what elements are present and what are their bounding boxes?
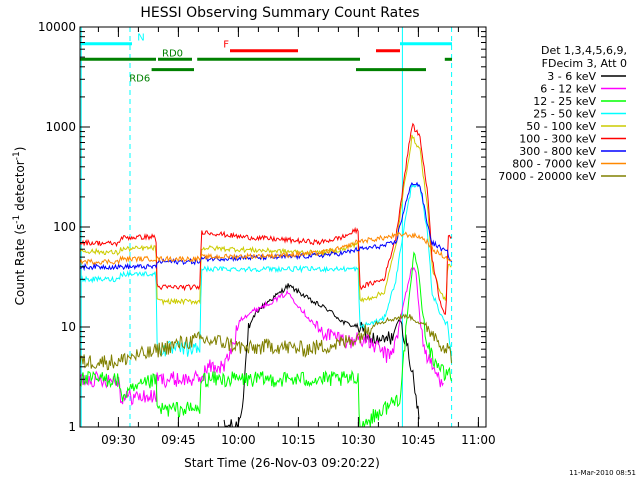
plot-frame	[79, 26, 487, 428]
state-label-n: N	[137, 33, 144, 44]
legend-label-6: 100 - 300 keV	[519, 133, 596, 146]
series-line-8	[80, 231, 452, 266]
plot-area: N F RD0 RD6 1 10 100 1000 10000 09:30 09:45 10:00 10…	[38, 20, 496, 447]
state-label-f: F	[223, 40, 229, 51]
state-label-rd0: RD0	[162, 48, 183, 59]
x-tick-label: 10:45	[401, 433, 436, 447]
y-axis-label-mid: detector	[13, 160, 27, 215]
y-axis-label: Count Rate (s-1 detector-1)	[12, 147, 27, 306]
x-tick-label: 10:00	[221, 433, 256, 447]
legend-header-line-1: Det 1,3,4,5,6,9,	[541, 44, 627, 57]
y-tick-label: 100	[53, 220, 76, 234]
chart-title: HESSI Observing Summary Count Rates	[140, 5, 419, 21]
state-label-rd6: RD6	[129, 74, 150, 85]
y-axis-label-main: Count Rate (s	[13, 224, 27, 306]
legend-label-2: 6 - 12 keV	[540, 83, 596, 96]
series-line-7	[80, 181, 452, 272]
x-tick-label: 11:00	[461, 433, 496, 447]
series-line-2	[80, 266, 444, 406]
legend-label-1: 3 - 6 keV	[547, 70, 596, 83]
y-tick-label: 1000	[45, 120, 76, 134]
series-line-5	[80, 134, 452, 306]
series-line-3	[80, 251, 452, 427]
y-tick-label: 10000	[38, 20, 76, 34]
x-tick-label: 10:30	[341, 433, 376, 447]
legend-header-line-2: FDecim 3, Att 0	[542, 57, 627, 70]
series-line-9	[80, 313, 452, 371]
legend-label-4: 25 - 50 keV	[533, 108, 596, 121]
x-tick-label: 09:45	[161, 433, 196, 447]
series-line-6	[80, 122, 452, 315]
y-tick-label: 10	[61, 320, 76, 334]
y-tick-label: 1	[68, 420, 76, 434]
legend: Det 1,3,4,5,6,9, FDecim 3, Att 0 3 - 6 k…	[498, 44, 627, 183]
y-axis-label-exp2: -1	[12, 151, 22, 160]
y-axis-label-exp1: -1	[12, 215, 22, 224]
legend-label-9: 7000 - 20000 keV	[498, 170, 596, 183]
x-tick-label: 10:15	[281, 433, 316, 447]
legend-label-5: 50 - 100 keV	[526, 120, 596, 133]
legend-label-3: 12 - 25 keV	[533, 95, 596, 108]
legend-label-8: 800 - 7000 keV	[512, 158, 596, 171]
series-group	[80, 122, 452, 427]
x-axis-label: Start Time (26-Nov-03 09:20:22)	[184, 456, 380, 470]
series-line-4	[80, 182, 452, 360]
y-axis-label-end: )	[13, 147, 27, 152]
x-tick-label: 09:30	[101, 433, 136, 447]
legend-label-7: 300 - 800 keV	[519, 145, 596, 158]
plot-timestamp: 11-Mar-2010 08:51	[569, 469, 636, 477]
